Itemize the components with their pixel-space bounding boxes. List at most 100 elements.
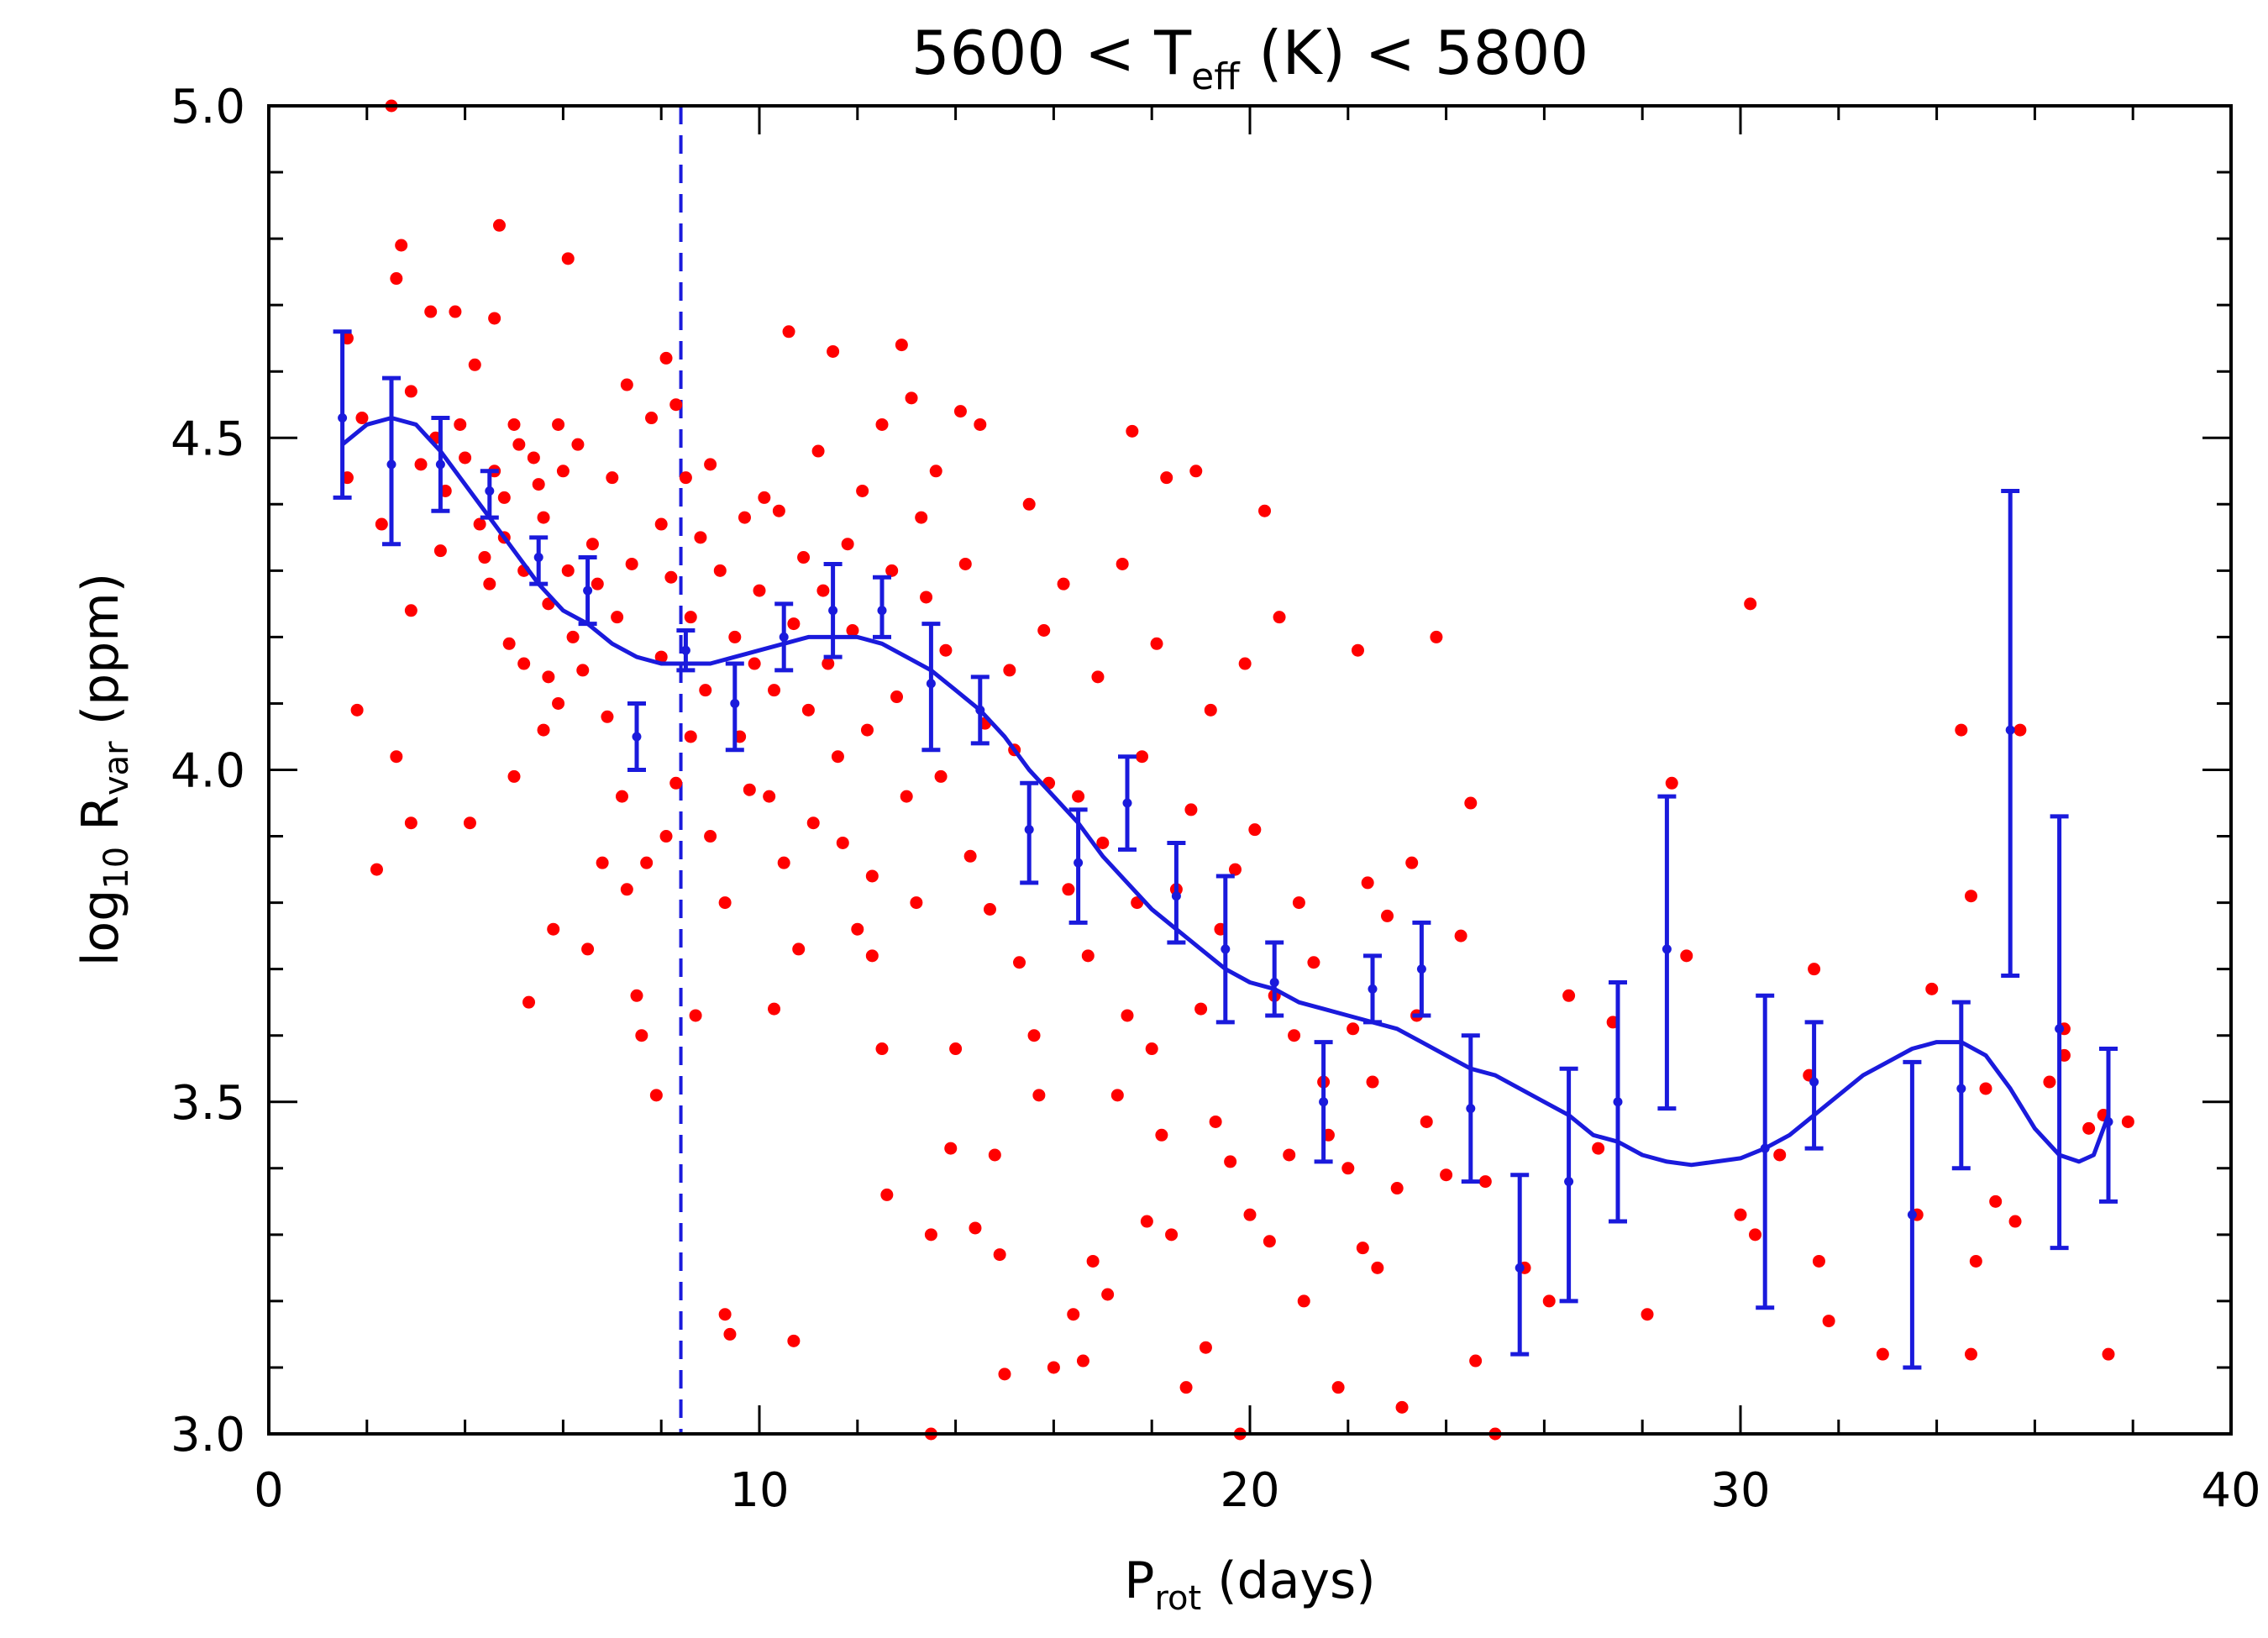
error-bar-mean-point (2103, 1116, 2113, 1126)
error-bar-mean-point (583, 585, 593, 596)
error-bar (1215, 874, 1235, 1025)
error-bar-mean-point (1171, 891, 1181, 901)
scatter-point (537, 511, 550, 524)
scatter-point (1228, 863, 1242, 876)
scatter-point (1979, 1082, 1992, 1095)
scatter-point (856, 484, 869, 497)
scatter-point (404, 604, 417, 617)
scatter-point (797, 551, 811, 564)
error-bar (1363, 953, 1382, 1025)
scatter-point (1542, 1294, 1556, 1308)
error-bar-mean-point (632, 732, 642, 742)
scatter-point (787, 617, 801, 631)
scatter-point (1076, 1354, 1089, 1368)
scatter-point (433, 544, 447, 558)
scatter-point (1822, 1315, 1835, 1328)
scatter-point (953, 405, 967, 418)
scatter-point (591, 577, 604, 591)
scatter-point (1062, 883, 1075, 896)
y-axis-label: log10 Rvar (ppm) (71, 573, 136, 966)
scatter-point (1964, 1347, 1977, 1361)
scatter-point (1989, 1194, 2003, 1208)
scatter-point (822, 657, 835, 670)
error-bar (1412, 920, 1431, 1018)
scatter-point (2082, 1121, 2096, 1135)
error-bar-mean-point (485, 486, 495, 496)
scatter-point (890, 690, 904, 704)
error-bar (823, 561, 843, 659)
error-bar-mean-point (975, 705, 985, 715)
scatter-point (355, 412, 369, 425)
scatter-point (1013, 956, 1026, 969)
scatter-point (654, 650, 668, 664)
error-bar-mean-point (386, 459, 396, 470)
error-bar-mean-point (1515, 1263, 1525, 1273)
error-bar (1903, 1059, 1922, 1370)
scatter-point (713, 564, 727, 577)
scatter-point (596, 856, 609, 869)
scatter-point (459, 451, 472, 465)
error-bar (873, 575, 891, 639)
scatter-point (625, 557, 638, 570)
scatter-point (1136, 750, 1149, 764)
scatter-point (1283, 1148, 1296, 1162)
error-bar (1314, 1040, 1333, 1164)
scatter-point (1288, 1029, 1301, 1042)
scatter-point (630, 989, 643, 1002)
scatter-point (1199, 1341, 1212, 1354)
scatter-point (1165, 1228, 1179, 1242)
errorbar-layer (333, 329, 2118, 1370)
error-bar-mean-point (435, 459, 445, 470)
scatter-point (772, 504, 785, 517)
scatter-point (512, 438, 526, 451)
scatter-point (561, 564, 575, 577)
scatter-point (684, 611, 697, 624)
error-bar (2050, 814, 2069, 1251)
scatter-point (1126, 424, 1139, 438)
scatter-point (958, 557, 972, 570)
scatter-point (738, 511, 751, 524)
scatter-point (949, 1042, 963, 1056)
scatter-point (1808, 963, 1821, 976)
scatter-point (969, 1221, 982, 1235)
scatter-point (454, 417, 467, 431)
error-bar-mean-point (1416, 964, 1426, 974)
scatter-point (620, 378, 633, 391)
scatter-point (934, 769, 948, 783)
scatter-point (2043, 1075, 2056, 1089)
scatter-point (846, 623, 859, 637)
error-bar-mean-point (533, 553, 543, 563)
scatter-point (831, 750, 844, 764)
scatter-point (1347, 1022, 1360, 1036)
scatter-point (944, 1142, 958, 1155)
scatter-point (974, 417, 987, 431)
scatter-point (507, 769, 521, 783)
error-bar (529, 535, 549, 586)
x-axis-label: Prot (days) (1124, 1551, 1375, 1618)
scatter-point (1420, 1115, 1433, 1128)
scatter-point (841, 538, 854, 551)
scatter-point (1140, 1215, 1153, 1228)
scatter-point (424, 305, 438, 318)
scatter-point (649, 1089, 663, 1102)
scatter-point (1003, 664, 1016, 677)
x-tick-label: 20 (1220, 1463, 1279, 1518)
scatter-point (1381, 909, 1394, 922)
ticks-layer: 0 10 20 30 40 3.0 3.5 4.0 4.5 5.0 (171, 80, 2261, 1518)
scatter-point (601, 710, 614, 723)
scatter-point (718, 896, 732, 910)
scatter-point (743, 783, 756, 796)
scatter-point (1307, 956, 1320, 969)
error-bar (921, 622, 941, 753)
error-bar (1020, 780, 1039, 885)
scatter-point (895, 339, 908, 352)
error-bar-mean-point (1122, 798, 1132, 808)
scatter-point (753, 584, 766, 597)
scatter-point (1925, 982, 1939, 995)
scatter-point (1641, 1308, 1654, 1321)
scatter-point (1440, 1168, 1453, 1182)
scatter-point (704, 458, 717, 471)
scatter-point (768, 684, 781, 697)
scatter-point (900, 790, 913, 803)
